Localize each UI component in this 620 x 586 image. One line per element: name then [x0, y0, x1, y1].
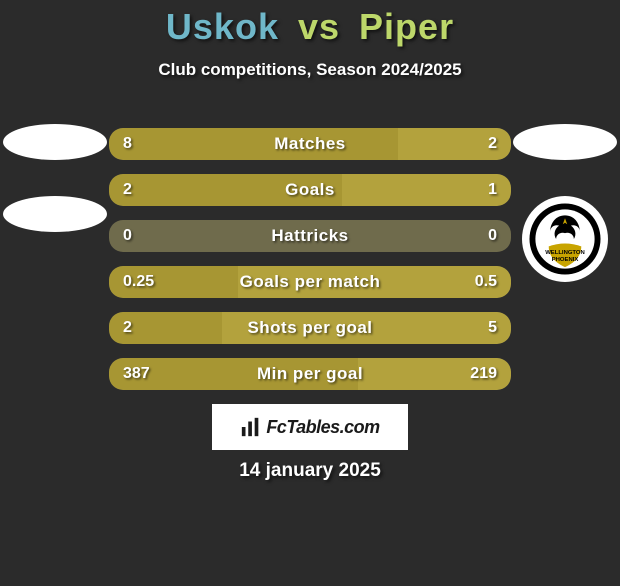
stat-label: Min per goal [109, 364, 511, 384]
stat-bar-1: 2Goals1 [109, 174, 511, 206]
stat-bars: 8Matches22Goals10Hattricks00.25Goals per… [109, 128, 511, 390]
player1-name: Uskok [166, 6, 279, 47]
chart-icon [240, 416, 262, 438]
stat-bar-2: 0Hattricks0 [109, 220, 511, 252]
player2-name: Piper [359, 6, 454, 47]
watermark-text: FcTables.com [266, 417, 379, 438]
subtitle: Club competitions, Season 2024/2025 [0, 60, 620, 80]
stat-label: Matches [109, 134, 511, 154]
right-badges: WELLINGTON PHOENIX [510, 124, 620, 282]
stat-label: Goals [109, 180, 511, 200]
stat-label: Hattricks [109, 226, 511, 246]
stat-label: Goals per match [109, 272, 511, 292]
left-badges [0, 124, 110, 232]
phoenix-crest-icon: WELLINGTON PHOENIX [528, 202, 602, 276]
stat-bar-5: 387Min per goal219 [109, 358, 511, 390]
stat-right-value: 1 [488, 181, 497, 199]
stat-right-value: 219 [470, 365, 497, 383]
stat-bar-0: 8Matches2 [109, 128, 511, 160]
stat-right-value: 0.5 [475, 273, 497, 291]
stat-bar-4: 2Shots per goal5 [109, 312, 511, 344]
stat-bar-3: 0.25Goals per match0.5 [109, 266, 511, 298]
stat-right-value: 2 [488, 135, 497, 153]
watermark: FcTables.com [212, 404, 408, 450]
stat-right-value: 5 [488, 319, 497, 337]
stat-label: Shots per goal [109, 318, 511, 338]
stat-right-value: 0 [488, 227, 497, 245]
date-text: 14 january 2025 [0, 460, 620, 482]
right-badge-1 [513, 124, 617, 160]
left-badge-2 [3, 196, 107, 232]
club-crest: WELLINGTON PHOENIX [522, 196, 608, 282]
left-badge-1 [3, 124, 107, 160]
svg-text:WELLINGTON: WELLINGTON [545, 250, 585, 256]
vs-text: vs [298, 6, 340, 47]
svg-text:PHOENIX: PHOENIX [552, 257, 579, 263]
comparison-title: Uskok vs Piper [0, 6, 620, 48]
